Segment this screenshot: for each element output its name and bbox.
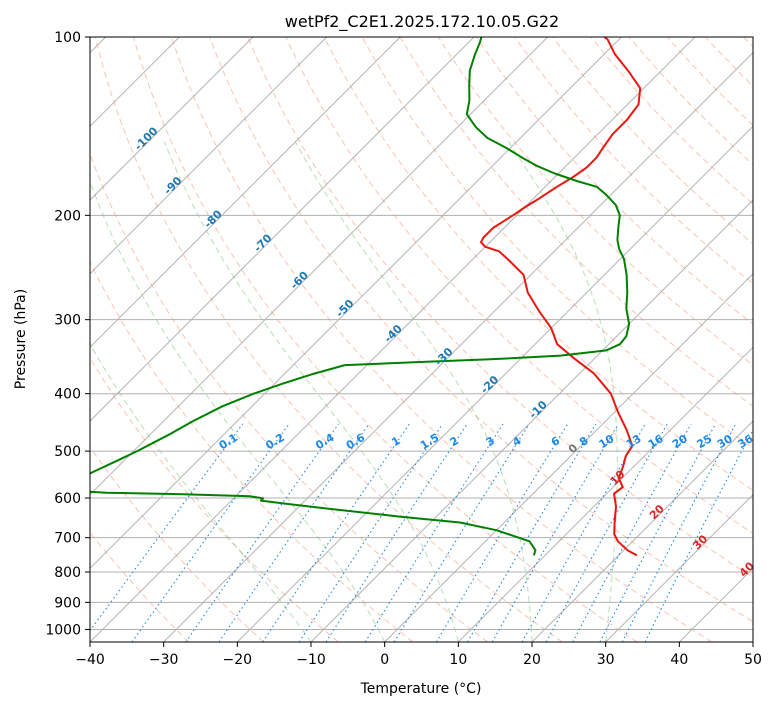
- isotherm-label: -90: [161, 174, 184, 197]
- dry-adiabat: [57, 37, 488, 642]
- y-tick-label: 200: [54, 208, 81, 224]
- profile-lines: [72, 37, 640, 555]
- isotherm-label: -70: [251, 231, 274, 254]
- isotherm: [16, 37, 621, 642]
- mixing-ratio-line: [263, 424, 410, 642]
- mixing-ratio-line: [365, 424, 503, 642]
- mixing-ratio-label: 1.5: [418, 431, 441, 452]
- isotherm-label: -80: [202, 207, 225, 230]
- mixing-ratio-label: 30: [715, 432, 735, 451]
- x-tick-label: 30: [597, 652, 615, 668]
- y-tick-label: 100: [54, 30, 81, 46]
- dewpoint-profile-line: [72, 37, 629, 555]
- mixing-ratio-label: 4: [510, 434, 524, 449]
- x-tick-label: 50: [744, 652, 762, 668]
- dry-adiabat: [515, 37, 775, 642]
- mixing-ratio-label: 13: [624, 432, 644, 451]
- dry-adiabat: [95, 37, 562, 642]
- isotherm: [385, 37, 775, 642]
- isotherm: [0, 37, 400, 642]
- dry-adiabat: [438, 37, 775, 642]
- dry-adiabat: [210, 37, 775, 642]
- mixing-ratio-line: [299, 424, 442, 642]
- isotherm-label: 20: [647, 502, 667, 522]
- dry-adiabat: [19, 37, 413, 642]
- x-tick-label: 20: [523, 652, 541, 668]
- y-tick-label: 400: [54, 387, 81, 403]
- mixing-ratio-line: [82, 424, 243, 642]
- mixing-ratio-label: 25: [695, 432, 715, 451]
- isotherm-label: 30: [690, 532, 710, 552]
- isotherm-label: -60: [288, 268, 311, 291]
- x-tick-label: 0: [380, 652, 389, 668]
- plot-frame: [90, 37, 753, 642]
- x-tick-label: −10: [296, 652, 326, 668]
- mixing-ratio-line: [622, 424, 735, 642]
- y-tick-label: 800: [54, 565, 81, 581]
- y-tick-label: 300: [54, 313, 81, 329]
- x-tick-label: −40: [75, 652, 105, 668]
- mixing-ratio-line: [186, 424, 339, 642]
- isotherm-label: -50: [333, 297, 356, 320]
- mixing-ratio-label: 10: [597, 432, 617, 451]
- y-axis-label: Pressure (hPa): [13, 289, 29, 389]
- x-tick-label: −20: [223, 652, 253, 668]
- dry-adiabat: [667, 37, 775, 642]
- isotherm: [458, 37, 775, 642]
- mixing-ratio-label: 0.6: [344, 431, 368, 453]
- mixing-ratio-label: 16: [646, 432, 666, 451]
- isotherm-label: -20: [478, 373, 501, 396]
- mixing-ratio-label: 0.4: [313, 431, 337, 453]
- dry-adiabat: [0, 37, 263, 642]
- isotherm-label: -40: [382, 322, 405, 345]
- x-axis-label: Temperature (°C): [360, 681, 482, 697]
- dry-adiabat: [744, 37, 775, 642]
- isotherm: [0, 37, 327, 642]
- x-tick-label: −30: [149, 652, 179, 668]
- isotherm: [753, 37, 775, 642]
- y-tick-label: 600: [54, 491, 81, 507]
- y-tick-label: 1000: [45, 622, 81, 638]
- isotherm-label: -30: [432, 345, 455, 368]
- chart-title: wetPf2_C2E1.2025.172.10.05.G22: [285, 12, 559, 32]
- mixing-ratio-label: 20: [670, 432, 690, 451]
- y-tick-label: 900: [54, 595, 81, 611]
- dry-adiabat: [553, 37, 775, 642]
- mixing-ratio-line: [468, 424, 596, 642]
- isotherm-label: 40: [737, 559, 757, 579]
- isotherm: [164, 37, 769, 642]
- dry-adiabat: [705, 37, 775, 642]
- y-tick-label: 500: [54, 444, 81, 460]
- mixing-ratio-label: 0.1: [217, 431, 240, 452]
- mixing-ratio-label: 2: [448, 434, 461, 449]
- isotherm: [0, 37, 253, 642]
- isotherm: [0, 37, 474, 642]
- x-axis: −40 −30 −20 −10 0 10 20 30 40 50: [75, 642, 762, 668]
- isotherm-label: -10: [527, 398, 550, 421]
- isotherm: [679, 37, 775, 642]
- dry-adiabat: [477, 37, 775, 642]
- mixing-ratio-line: [132, 424, 289, 642]
- mixing-ratio-line: [492, 424, 618, 642]
- mixing-ratio-line: [573, 424, 691, 642]
- mixing-ratio-label: 6: [549, 434, 563, 449]
- isotherm: [237, 37, 775, 642]
- x-tick-label: 10: [449, 652, 467, 668]
- y-tick-label: 700: [54, 531, 81, 547]
- isotherm: [532, 37, 775, 642]
- isotherm-label: -100: [132, 124, 161, 153]
- mixing-ratio-line: [326, 424, 467, 642]
- moist-adiabat: [76, 141, 384, 642]
- y-axis: 100 200 300 400 500 600 700 800 900 1000: [45, 30, 90, 638]
- x-tick-label: 40: [670, 652, 688, 668]
